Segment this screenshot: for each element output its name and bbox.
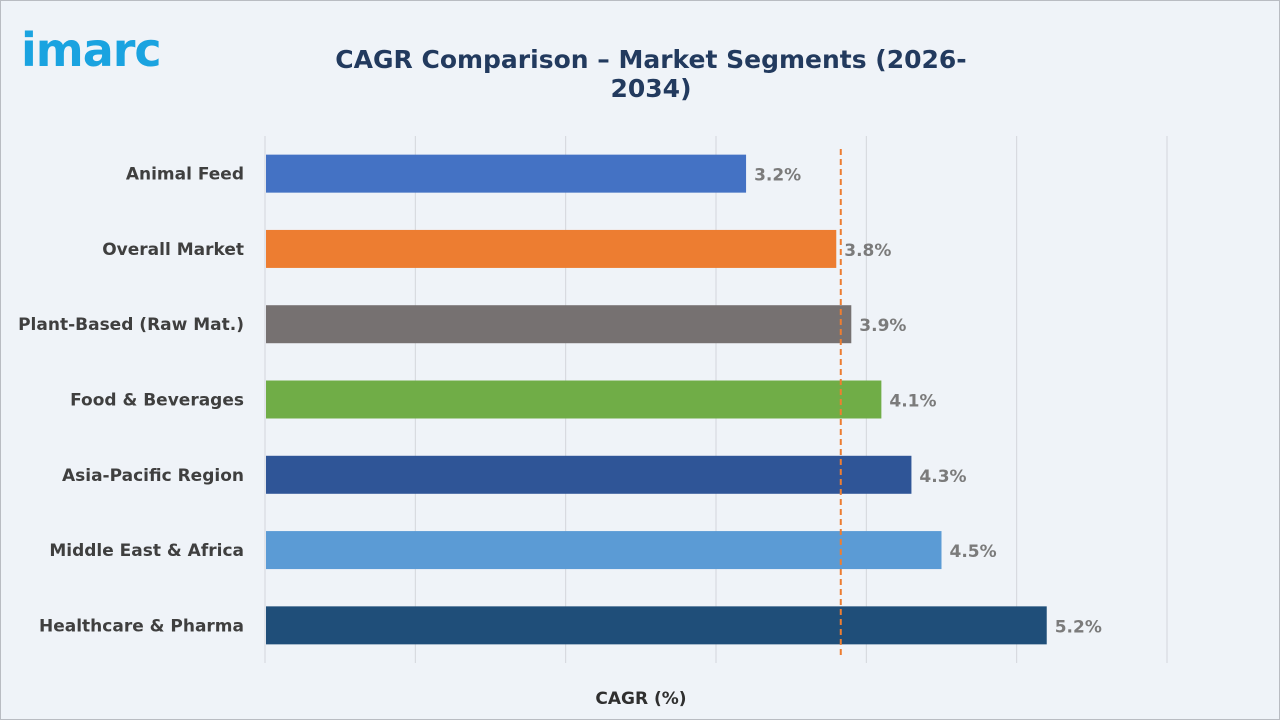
bar xyxy=(266,531,942,570)
category-label: Middle East & Africa xyxy=(49,541,244,561)
category-label: Plant-Based (Raw Mat.) xyxy=(18,315,244,335)
imarc-logo: imarc xyxy=(21,23,162,77)
value-label: 3.2% xyxy=(754,166,801,186)
chart-title: CAGR Comparison – Market Segments (2026-… xyxy=(335,45,967,103)
category-label: Animal Feed xyxy=(126,165,244,185)
value-label: 3.8% xyxy=(844,241,891,261)
value-label: 4.1% xyxy=(889,392,936,412)
bar xyxy=(266,154,747,193)
bar xyxy=(266,305,852,344)
value-label: 4.3% xyxy=(919,467,966,487)
x-axis-title: CAGR (%) xyxy=(595,689,687,709)
category-label: Healthcare & Pharma xyxy=(39,616,244,636)
category-label: Asia-Pacific Region xyxy=(62,466,244,486)
bar xyxy=(266,606,1047,645)
bar xyxy=(266,380,882,419)
bar xyxy=(266,229,837,268)
value-label: 3.9% xyxy=(859,316,906,336)
value-label: 4.5% xyxy=(950,542,997,562)
category-label: Food & Beverages xyxy=(70,391,244,411)
category-label: Overall Market xyxy=(102,240,244,260)
bar xyxy=(266,455,912,494)
value-label: 5.2% xyxy=(1055,617,1102,637)
